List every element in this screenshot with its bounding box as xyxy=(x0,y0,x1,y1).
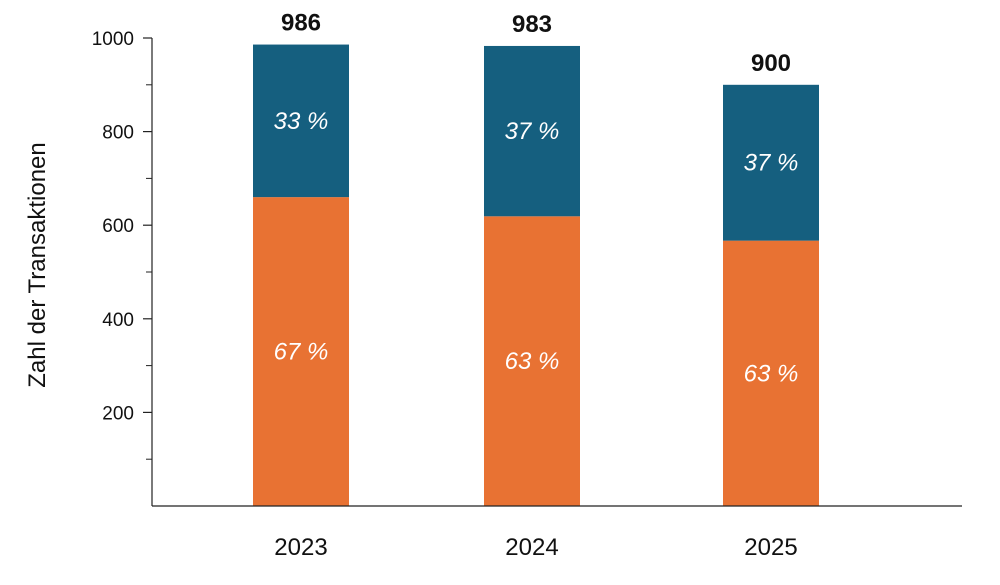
bar-segment-2025-lower xyxy=(723,240,819,507)
y-tick-label: 1000 xyxy=(92,29,134,50)
bar-segment-2024-upper xyxy=(484,45,580,217)
y-tick-label: 400 xyxy=(102,310,134,331)
segment-label: 67 % xyxy=(274,339,329,366)
x-tick-label: 2024 xyxy=(505,534,558,561)
bar-segment-2025-upper xyxy=(723,84,819,241)
y-axis-title: Zahl der Transaktionen xyxy=(24,142,51,387)
segment-label: 33 % xyxy=(274,108,329,135)
axes-group: 2023 2024 2025 200 400 600 800 1000 xyxy=(92,29,962,561)
bar-total-label: 983 xyxy=(512,11,552,38)
segment-label: 63 % xyxy=(505,348,560,375)
segment-label: 37 % xyxy=(505,118,560,145)
bars-group: 67 % 33 % 986 63 % 37 % 983 63 % 37 % 900 xyxy=(253,10,819,507)
bar-segment-2023-upper xyxy=(253,44,349,198)
bar-segment-2023-lower xyxy=(253,197,349,506)
bar-total-label: 900 xyxy=(751,50,791,77)
x-tick-label: 2025 xyxy=(744,534,797,561)
x-tick-label: 2023 xyxy=(274,534,327,561)
y-tick-label: 800 xyxy=(102,123,134,144)
bar-segment-2024-lower xyxy=(484,216,580,507)
y-tick-label: 600 xyxy=(102,216,134,237)
segment-label: 37 % xyxy=(744,150,799,177)
bar-total-label: 986 xyxy=(281,10,321,37)
segment-label: 63 % xyxy=(744,360,799,387)
y-tick-label: 200 xyxy=(102,403,134,424)
